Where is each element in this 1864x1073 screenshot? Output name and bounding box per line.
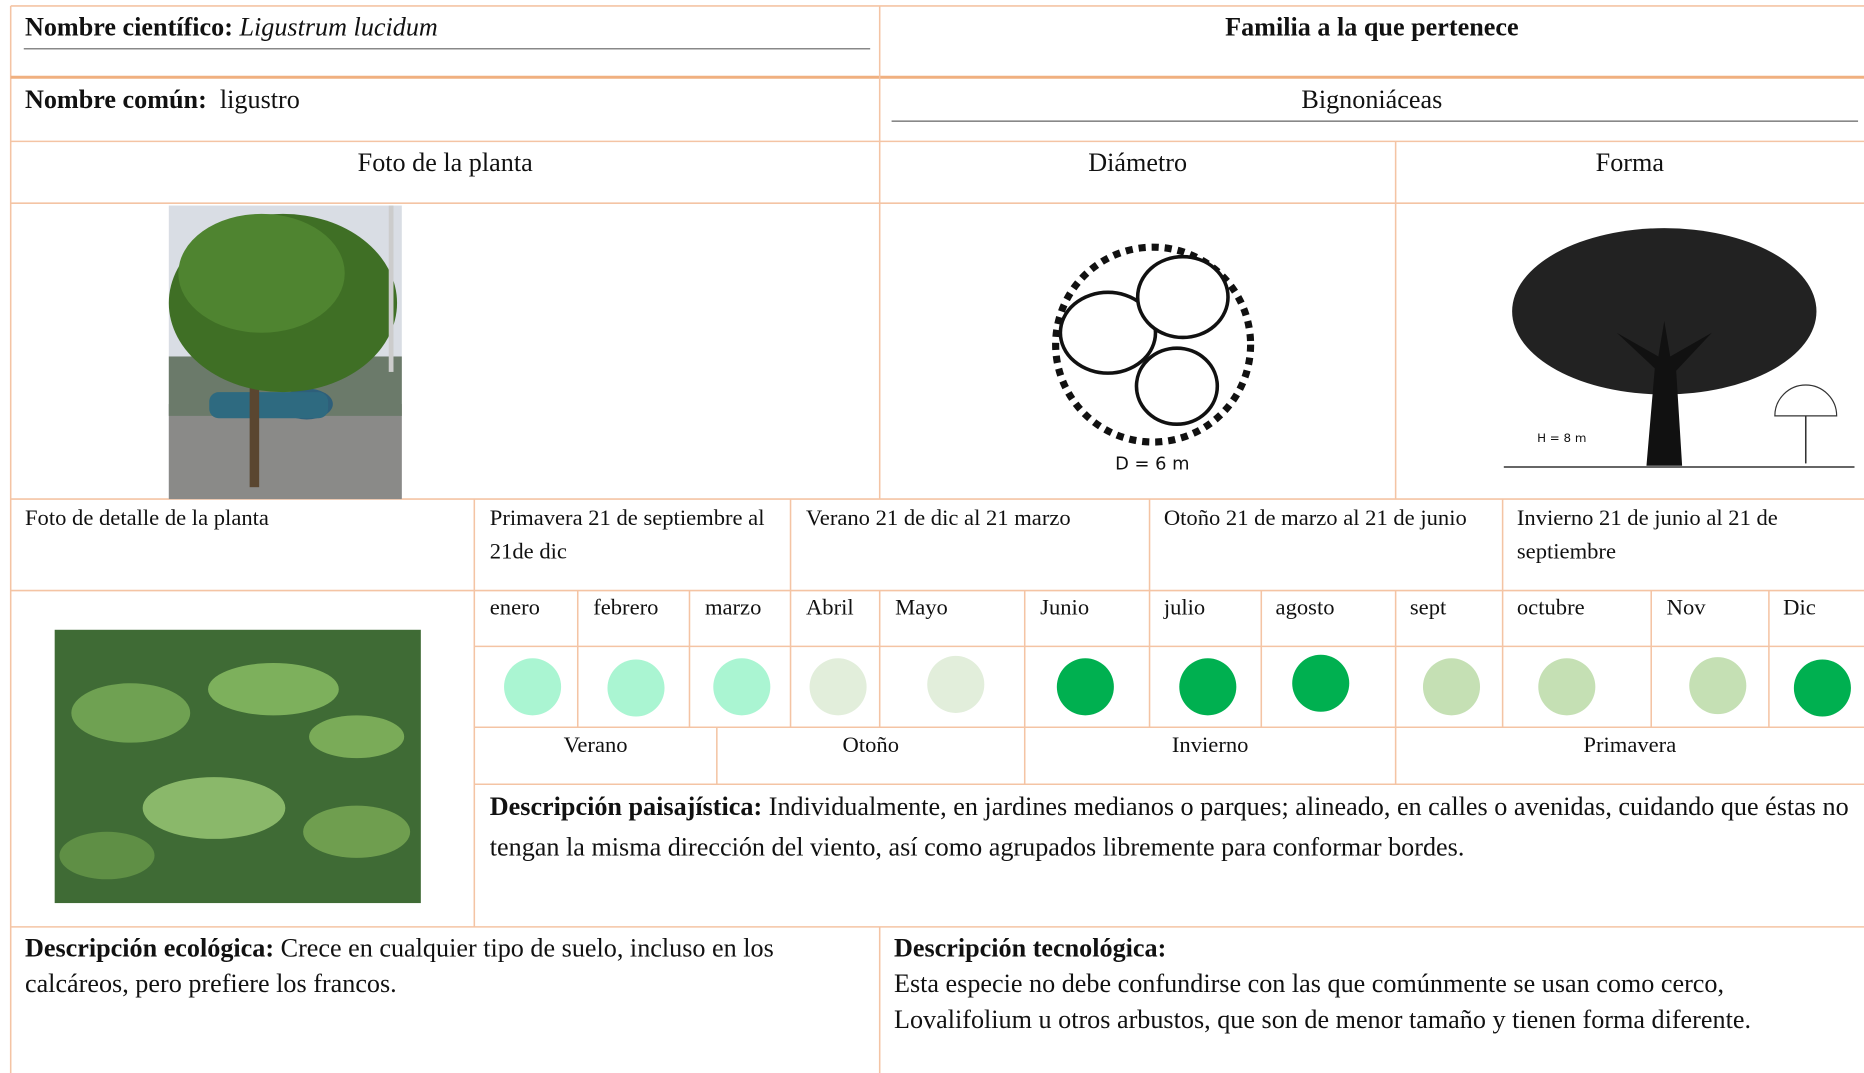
scientific-name: Nombre científico: Ligustrum lucidum [24,11,438,42]
month-indicator [607,659,665,717]
month-indicator [1689,657,1747,715]
season-period: Verano 21 de dic al 21 marzo [805,506,1071,532]
family: Bignoniáceas [1301,84,1443,115]
season-label: Primavera [1583,733,1677,759]
season-label: Otoño [842,733,900,759]
technological-description: Descripción tecnológica: Esta especie no … [893,932,1751,1034]
detail-label: Foto de detalle de la planta [24,506,269,532]
landscape-description: Descripción paisajística: Individualment… [489,791,1849,862]
family-label: Familia a la que pertenece [1225,11,1519,42]
season-label: Invierno [1171,733,1249,759]
leaf-photo [54,629,421,904]
season-period: Invierno 21 de junio al 21 de septiembre [1516,506,1778,565]
month-indicator [1179,658,1237,716]
month-label: agosto [1275,595,1335,621]
form-label: Forma [1595,147,1664,178]
month-label: enero [489,595,540,621]
photo-label: Foto de la planta [357,147,533,178]
season-period: Primavera 21 de septiembre al 21de dic [489,506,765,565]
season-period: Otoño 21 de marzo al 21 de junio [1163,506,1467,532]
month-indicator [504,658,562,716]
diameter-drawing [1052,243,1255,446]
form-drawing [1503,228,1855,468]
diameter-label: Diámetro [1088,147,1188,178]
month-label: Abril [805,595,854,621]
month-label: Mayo [895,595,948,621]
month-indicator [713,658,771,716]
month-indicator [1793,659,1851,717]
month-label: octubre [1516,595,1585,621]
height-caption: H = 8 m [1537,432,1587,446]
common-name: Nombre común: ligustro [24,84,300,115]
month-label: marzo [704,595,762,621]
month-indicator [1538,658,1596,716]
diameter-caption: D = 6 m [1115,452,1190,475]
month-indicator [1056,658,1114,716]
season-label: Verano [563,733,628,759]
month-label: Dic [1783,595,1816,621]
month-indicator [809,658,867,716]
month-indicator [1422,658,1481,716]
month-label: Junio [1040,595,1090,621]
ecological-description: Descripción ecológica: Crece en cualquie… [24,932,774,999]
month-label: sept [1409,595,1447,621]
month-indicator [1292,654,1350,712]
month-label: julio [1163,595,1206,621]
tree-photo [168,205,402,500]
month-indicator [927,655,985,713]
month-label: Nov [1666,595,1706,621]
month-label: febrero [593,595,659,621]
